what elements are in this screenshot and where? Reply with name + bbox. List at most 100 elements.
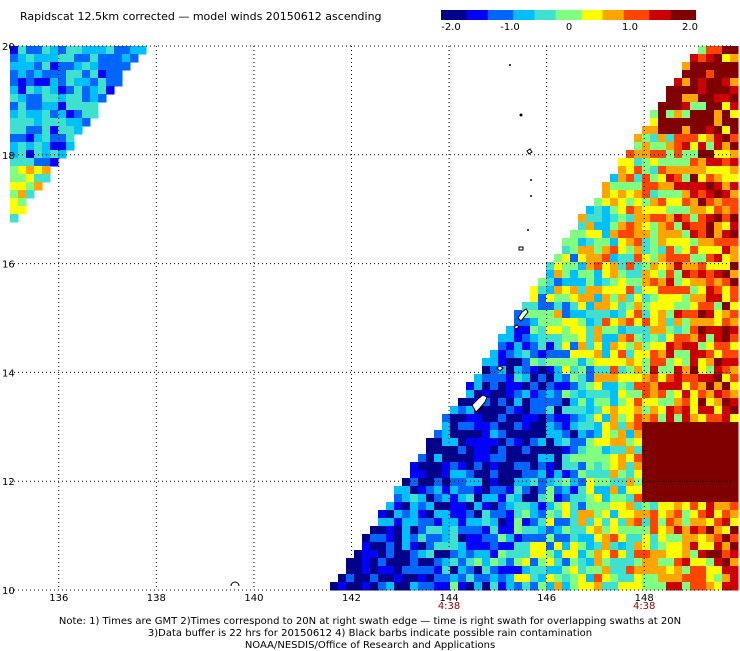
wind-cell (690, 574, 699, 583)
wind-cell (498, 526, 507, 535)
wind-cell (378, 566, 387, 575)
wind-cell (74, 62, 83, 71)
wind-cell (10, 70, 19, 79)
wind-cell (650, 214, 659, 223)
wind-cell (698, 118, 707, 127)
wind-cell (578, 262, 587, 271)
wind-cell (426, 446, 435, 455)
wind-cell (26, 46, 35, 55)
wind-cell (394, 502, 403, 511)
wind-cell (570, 238, 579, 247)
wind-cell (66, 54, 75, 63)
wind-cell (722, 302, 731, 311)
wind-cell (554, 454, 563, 463)
island (527, 229, 529, 231)
wind-cell (682, 382, 691, 391)
wind-cell (554, 326, 563, 335)
wind-cell (602, 494, 611, 503)
wind-cell (618, 494, 627, 503)
wind-cell (586, 454, 595, 463)
colorbar-swatch (581, 10, 587, 20)
wind-cell (666, 430, 675, 439)
wind-cell (490, 422, 499, 431)
wind-cell (602, 390, 611, 399)
wind-cell (658, 230, 667, 239)
wind-cell (602, 558, 611, 567)
wind-cell (386, 502, 395, 511)
wind-cell (434, 566, 443, 575)
wind-cell (602, 350, 611, 359)
wind-cell (714, 254, 723, 263)
wind-cell (450, 558, 459, 567)
wind-cell (474, 374, 483, 383)
wind-cell (546, 270, 555, 279)
wind-cell (634, 198, 643, 207)
wind-cell (482, 558, 491, 567)
wind-cell (618, 182, 627, 191)
wind-cell (498, 374, 507, 383)
wind-cell (522, 478, 531, 487)
wind-cell (650, 198, 659, 207)
wind-cell (642, 198, 651, 207)
wind-cell (666, 390, 675, 399)
wind-cell (18, 86, 27, 95)
wind-cell (594, 206, 603, 215)
wind-cell (586, 310, 595, 319)
wind-cell (594, 414, 603, 423)
wind-cell (386, 518, 395, 527)
wind-cell (674, 326, 683, 335)
wind-cell (610, 358, 619, 367)
wind-cell (690, 102, 699, 111)
wind-cell (498, 518, 507, 527)
wind-cell (658, 190, 667, 199)
wind-cell (674, 310, 683, 319)
wind-cell (522, 534, 531, 543)
wind-cell (554, 566, 563, 575)
wind-cell (402, 478, 411, 487)
wind-cell (66, 102, 75, 111)
wind-cell (634, 542, 643, 551)
wind-cell (418, 510, 427, 519)
wind-cell (506, 470, 515, 479)
wind-cell (58, 142, 67, 151)
wind-cell (578, 486, 587, 495)
wind-cell (730, 302, 739, 311)
wind-cell (410, 542, 419, 551)
wind-cell (538, 294, 547, 303)
wind-cell (546, 502, 555, 511)
wind-cell (434, 454, 443, 463)
wind-cell (410, 478, 419, 487)
wind-cell (506, 414, 515, 423)
wind-cell (682, 518, 691, 527)
wind-cell (18, 142, 27, 151)
wind-cell (682, 174, 691, 183)
colorbar-swatch (585, 10, 591, 20)
wind-cell (562, 318, 571, 327)
wind-cell (698, 142, 707, 151)
wind-cell (714, 422, 723, 431)
wind-cell (570, 542, 579, 551)
colorbar-swatch (572, 10, 578, 20)
wind-cell (66, 110, 75, 119)
wind-cell (706, 70, 715, 79)
wind-cell (690, 550, 699, 559)
wind-cell (426, 574, 435, 583)
wind-cell (682, 166, 691, 175)
wind-cell (730, 174, 739, 183)
wind-cell (626, 438, 635, 447)
wind-cell (122, 46, 131, 55)
wind-cell (498, 406, 507, 415)
wind-cell (674, 110, 683, 119)
colorbar-swatch (560, 10, 565, 20)
wind-cell (562, 438, 571, 447)
wind-cell (674, 582, 683, 591)
wind-cell (570, 518, 579, 527)
wind-cell (546, 494, 555, 503)
colorbar-swatch (657, 10, 663, 20)
wind-cell (466, 446, 475, 455)
wind-cell (578, 366, 587, 375)
wind-cell (594, 238, 603, 247)
wind-cell (674, 134, 683, 143)
wind-cell (610, 398, 619, 407)
wind-cell (698, 350, 707, 359)
